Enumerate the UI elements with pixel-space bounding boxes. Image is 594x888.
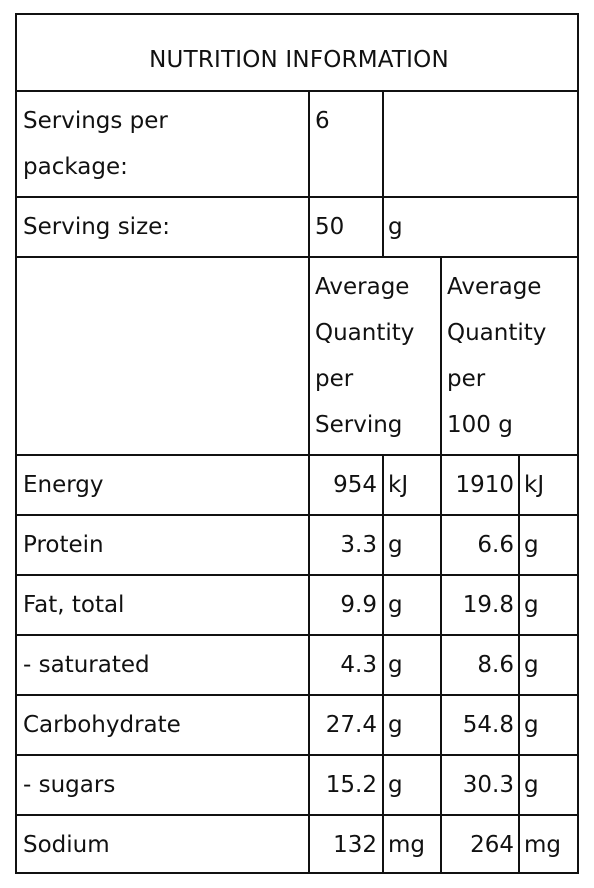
divider (382, 90, 384, 258)
nutrient-per100-unit: g (524, 712, 539, 738)
nutrient-per100-unit: g (524, 772, 539, 798)
nutrient-name: - saturated (23, 652, 150, 678)
nutrient-per100-value: 54.8 (462, 712, 514, 738)
divider (17, 694, 577, 696)
nutrient-serving-unit: g (388, 532, 403, 558)
divider (382, 454, 384, 872)
col-per-serving-line-2: Quantity (315, 320, 415, 346)
divider (17, 574, 577, 576)
serving-size-value: 50 (315, 214, 345, 240)
nutrient-serving-unit: g (388, 592, 403, 618)
nutrition-panel: NUTRITION INFORMATION Servings per packa… (15, 13, 579, 874)
servings-value: 6 (315, 108, 330, 134)
nutrient-per100-value: 6.6 (477, 532, 514, 558)
nutrient-serving-value: 9.9 (340, 592, 377, 618)
nutrient-serving-unit: kJ (388, 472, 409, 498)
col-per-100g-line-4: 100 g (447, 412, 513, 438)
nutrient-per100-unit: kJ (524, 472, 545, 498)
divider (17, 754, 577, 756)
col-per-serving-line-1: Average (315, 274, 410, 300)
col-per-100g-line-1: Average (447, 274, 542, 300)
nutrient-serving-unit: g (388, 772, 403, 798)
panel-title: NUTRITION INFORMATION (149, 47, 449, 73)
servings-label-line-2: package: (23, 154, 128, 180)
col-per-100g-line-3: per (447, 366, 486, 392)
col-per-serving-line-4: Serving (315, 412, 403, 438)
servings-label-line-1: Servings per (23, 108, 168, 134)
nutrient-serving-value: 954 (333, 472, 377, 498)
nutrient-serving-value: 27.4 (325, 712, 377, 738)
serving-size-unit: g (388, 214, 403, 240)
nutrient-serving-unit: g (388, 712, 403, 738)
nutrient-per100-value: 8.6 (477, 652, 514, 678)
divider (518, 454, 520, 872)
divider (17, 90, 577, 92)
nutrient-name: Protein (23, 532, 104, 558)
nutrient-per100-value: 19.8 (462, 592, 514, 618)
divider (17, 196, 577, 198)
nutrient-serving-unit: g (388, 652, 403, 678)
nutrient-name: Sodium (23, 832, 110, 858)
nutrient-per100-unit: g (524, 592, 539, 618)
nutrient-per100-value: 1910 (455, 472, 514, 498)
divider (440, 256, 442, 872)
nutrient-per100-value: 264 (470, 832, 514, 858)
nutrient-per100-unit: g (524, 532, 539, 558)
col-per-serving-line-3: per (315, 366, 354, 392)
nutrient-per100-unit: g (524, 652, 539, 678)
divider (17, 454, 577, 456)
nutrient-serving-value: 4.3 (340, 652, 377, 678)
nutrient-name: Fat, total (23, 592, 125, 618)
serving-size-label: Serving size: (23, 214, 171, 240)
divider (17, 634, 577, 636)
nutrient-name: Energy (23, 472, 104, 498)
nutrient-per100-unit: mg (524, 832, 562, 858)
nutrient-serving-value: 3.3 (340, 532, 377, 558)
nutrient-serving-value: 15.2 (325, 772, 377, 798)
nutrient-name: - sugars (23, 772, 116, 798)
divider (17, 814, 577, 816)
nutrient-name: Carbohydrate (23, 712, 181, 738)
divider (17, 514, 577, 516)
divider (308, 90, 310, 872)
nutrient-serving-value: 132 (333, 832, 377, 858)
nutrient-serving-unit: mg (388, 832, 426, 858)
divider (17, 256, 577, 258)
nutrient-per100-value: 30.3 (462, 772, 514, 798)
col-per-100g-line-2: Quantity (447, 320, 547, 346)
